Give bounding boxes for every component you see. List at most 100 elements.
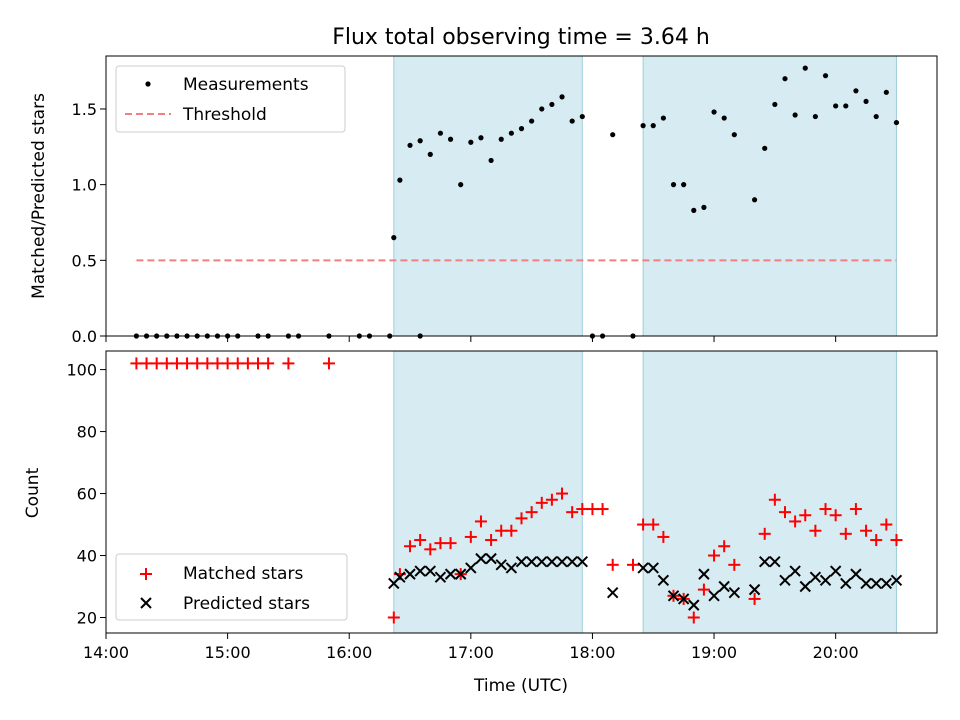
y-tick-label: 0.0 bbox=[72, 327, 97, 346]
point-predicted-stars bbox=[667, 590, 680, 602]
point-matched-stars bbox=[647, 518, 660, 531]
point-measurement bbox=[660, 115, 666, 121]
point-matched-stars bbox=[191, 357, 204, 370]
point-matched-stars bbox=[596, 503, 609, 516]
y-tick-label: 1.5 bbox=[72, 100, 97, 119]
point-matched-stars bbox=[849, 503, 862, 516]
shaded-window bbox=[642, 350, 897, 634]
bottom-y-axis-label: Count bbox=[23, 467, 43, 518]
point-matched-stars bbox=[505, 524, 518, 537]
point-matched-stars bbox=[387, 611, 400, 624]
point-matched-stars bbox=[424, 543, 437, 556]
point-measurement bbox=[792, 112, 798, 118]
point-measurement bbox=[853, 88, 859, 94]
point-predicted-stars bbox=[657, 574, 670, 587]
point-measurement bbox=[772, 101, 778, 108]
point-matched-stars bbox=[140, 357, 153, 370]
point-matched-stars bbox=[576, 503, 589, 516]
point-predicted-stars bbox=[840, 577, 852, 590]
point-measurement bbox=[893, 119, 900, 126]
point-matched-stars bbox=[839, 527, 852, 540]
point-measurement bbox=[863, 98, 869, 105]
legend-marker-predicted-stars bbox=[140, 597, 152, 609]
point-predicted-stars bbox=[556, 556, 568, 568]
point-predicted-stars bbox=[850, 568, 862, 580]
point-measurement bbox=[751, 197, 758, 203]
point-predicted-stars bbox=[394, 571, 406, 583]
x-tick-label: 14:00 bbox=[83, 643, 129, 662]
point-predicted-stars bbox=[465, 562, 477, 574]
point-predicted-stars bbox=[779, 574, 791, 587]
point-matched-stars bbox=[586, 503, 599, 516]
point-matched-stars bbox=[697, 583, 710, 596]
legend-label-threshold: Threshold bbox=[182, 105, 267, 125]
point-matched-stars bbox=[566, 506, 579, 519]
point-predicted-stars bbox=[769, 556, 781, 568]
point-matched-stars bbox=[170, 357, 183, 370]
point-matched-stars bbox=[687, 611, 700, 624]
point-measurement bbox=[721, 115, 727, 121]
legend-marker-matched-stars bbox=[140, 568, 152, 580]
legend-label-measurements: Measurements bbox=[183, 75, 309, 95]
point-measurement bbox=[447, 136, 454, 142]
point-matched-stars bbox=[880, 518, 893, 531]
point-predicted-stars bbox=[536, 556, 548, 568]
point-measurement bbox=[458, 182, 464, 188]
shaded-window bbox=[393, 350, 583, 634]
point-measurement bbox=[762, 145, 768, 151]
point-predicted-stars bbox=[880, 577, 893, 590]
y-tick-label: 80 bbox=[77, 423, 97, 442]
point-measurement bbox=[782, 76, 788, 82]
point-matched-stars bbox=[758, 527, 771, 540]
bottom-legend: Matched stars Predicted stars bbox=[115, 553, 348, 621]
point-predicted-stars bbox=[688, 599, 700, 611]
point-measurement bbox=[883, 89, 889, 95]
point-predicted-stars bbox=[637, 562, 649, 574]
point-measurement bbox=[843, 103, 849, 109]
point-predicted-stars bbox=[505, 562, 518, 574]
point-predicted-stars bbox=[576, 556, 589, 568]
point-measurement bbox=[681, 182, 687, 188]
point-predicted-stars bbox=[475, 552, 487, 565]
point-measurement bbox=[397, 177, 403, 183]
point-matched-stars bbox=[708, 549, 721, 562]
shaded-window bbox=[642, 55, 897, 337]
point-measurement bbox=[539, 106, 545, 112]
point-matched-stars bbox=[444, 537, 457, 550]
x-tick-label: 16:00 bbox=[326, 643, 372, 662]
point-predicted-stars bbox=[515, 556, 528, 568]
point-matched-stars bbox=[525, 506, 538, 519]
point-matched-stars bbox=[545, 493, 558, 506]
point-measurement bbox=[417, 138, 423, 144]
point-matched-stars bbox=[535, 496, 548, 509]
point-measurement bbox=[640, 123, 646, 129]
point-measurement bbox=[610, 132, 616, 138]
point-predicted-stars bbox=[698, 568, 710, 580]
point-measurement bbox=[407, 142, 413, 148]
point-measurement bbox=[518, 126, 525, 132]
point-predicted-stars bbox=[546, 556, 558, 568]
point-measurement bbox=[579, 113, 585, 120]
point-matched-stars bbox=[464, 530, 477, 543]
point-matched-stars bbox=[829, 509, 842, 522]
point-matched-stars bbox=[485, 534, 498, 547]
point-predicted-stars bbox=[759, 556, 771, 568]
point-predicted-stars bbox=[677, 593, 690, 605]
y-tick-label: 1.0 bbox=[72, 176, 97, 195]
point-predicted-stars bbox=[870, 577, 882, 590]
point-matched-stars bbox=[231, 357, 244, 370]
point-matched-stars bbox=[606, 558, 619, 571]
point-predicted-stars bbox=[404, 568, 416, 580]
y-tick-label: 60 bbox=[77, 485, 97, 504]
point-matched-stars bbox=[404, 540, 417, 553]
legend-label-predicted-stars: Predicted stars bbox=[183, 594, 310, 614]
point-matched-stars bbox=[728, 558, 741, 571]
point-measurement bbox=[701, 204, 707, 210]
axes-frame bbox=[105, 55, 938, 337]
point-measurement bbox=[478, 135, 484, 141]
y-tick-label: 20 bbox=[77, 609, 97, 628]
point-predicted-stars bbox=[434, 571, 447, 583]
point-matched-stars bbox=[434, 537, 447, 550]
point-matched-stars bbox=[890, 534, 903, 547]
